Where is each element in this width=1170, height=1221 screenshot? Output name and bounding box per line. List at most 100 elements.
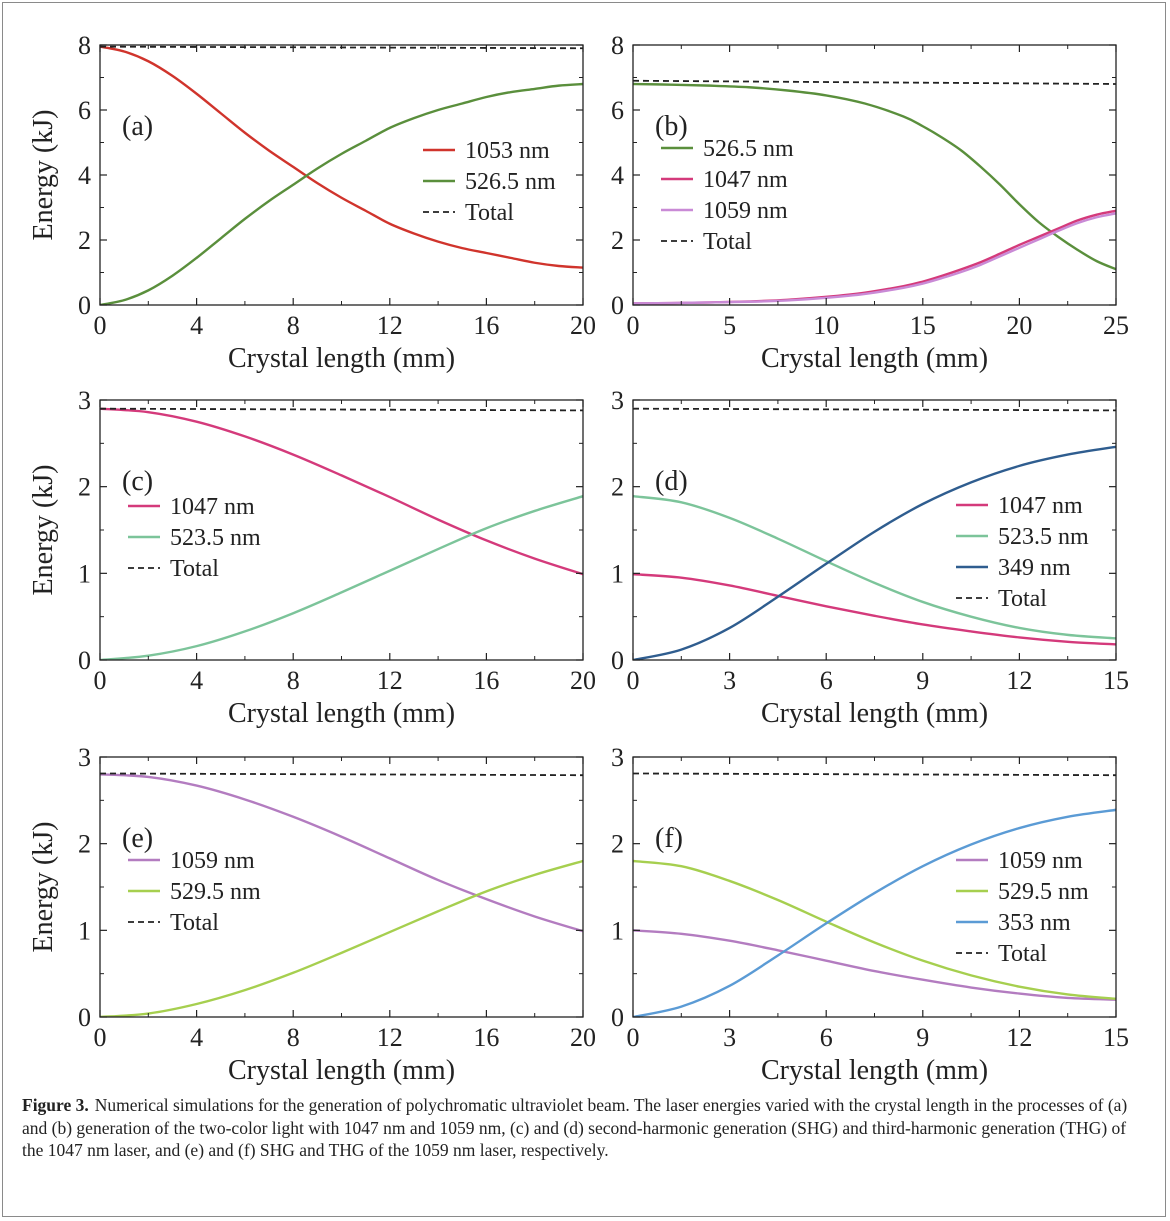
x-tick-label: 9 — [916, 666, 929, 695]
x-tick-label: 25 — [1103, 311, 1129, 340]
legend-label: 1059 nm — [998, 848, 1083, 874]
legend-label: 529.5 nm — [170, 879, 261, 905]
x-tick-label: 3 — [723, 1023, 736, 1052]
x-tick-label: 0 — [627, 311, 640, 340]
y-tick-label: 2 — [611, 473, 624, 502]
legend-label: 1047 nm — [170, 494, 255, 520]
legend-label: Total — [170, 910, 219, 936]
x-tick-label: 0 — [94, 666, 107, 695]
panel-label: (b) — [655, 111, 688, 142]
y-tick-label: 1 — [611, 916, 624, 945]
x-tick-label: 12 — [377, 666, 403, 695]
legend-label: 1047 nm — [703, 167, 788, 193]
x-tick-label: 15 — [1103, 666, 1129, 695]
x-axis-label: Crystal length (mm) — [761, 343, 988, 374]
x-tick-label: 0 — [627, 1023, 640, 1052]
panel-a: 0 4 8 12 16 20 0 2 4 6 8 Crystal length (mm) Energy … — [28, 31, 596, 374]
y-tick-label: 2 — [611, 830, 624, 859]
y-tick-label: 8 — [611, 31, 624, 60]
y-tick-label: 1 — [78, 916, 91, 945]
y-axis-label: Energy (kJ) — [28, 465, 59, 596]
x-tick-label: 4 — [190, 1023, 203, 1052]
legend-label: Total — [703, 229, 752, 255]
y-tick-label: 3 — [611, 743, 624, 772]
y-tick-label: 0 — [611, 291, 624, 320]
legend-label: 349 nm — [998, 555, 1071, 581]
legend-label: Total — [998, 586, 1047, 612]
legend-label: 523.5 nm — [998, 524, 1089, 550]
x-tick-label: 0 — [94, 311, 107, 340]
series-line-353-nm — [633, 808, 1116, 1017]
x-tick-label: 12 — [1006, 666, 1032, 695]
x-tick-label: 0 — [94, 1023, 107, 1052]
y-tick-label: 1 — [611, 559, 624, 588]
x-tick-label: 8 — [287, 666, 300, 695]
x-axis-label: Crystal length (mm) — [228, 698, 455, 729]
y-tick-label: 3 — [611, 386, 624, 415]
y-axis-label: Energy (kJ) — [28, 110, 59, 241]
x-tick-label: 6 — [820, 666, 833, 695]
legend-label: 1047 nm — [998, 493, 1083, 519]
y-tick-label: 2 — [611, 226, 624, 255]
y-tick-label: 0 — [78, 1003, 91, 1032]
y-tick-label: 4 — [611, 161, 624, 190]
x-tick-label: 4 — [190, 311, 203, 340]
legend-label: 526.5 nm — [465, 169, 556, 195]
legend-label: 529.5 nm — [998, 879, 1089, 905]
x-tick-label: 16 — [473, 1023, 499, 1052]
x-tick-label: 15 — [910, 311, 936, 340]
y-axis-label: Energy (kJ) — [28, 822, 59, 953]
series-line-1059-nm — [633, 929, 1116, 1001]
x-tick-label: 20 — [570, 666, 596, 695]
series-line-total — [100, 407, 583, 412]
y-tick-label: 2 — [78, 226, 91, 255]
series-line-523_5-nm — [100, 495, 583, 660]
legend-label: 526.5 nm — [703, 136, 794, 162]
y-tick-label: 3 — [78, 386, 91, 415]
panel-b: 0 5 10 15 20 25 0 2 4 6 8 Crystal length (mm) (b) 526… — [611, 31, 1129, 374]
panel-label: (d) — [655, 466, 688, 497]
y-tick-label: 1 — [78, 559, 91, 588]
x-tick-label: 12 — [1006, 1023, 1032, 1052]
y-tick-label: 0 — [78, 291, 91, 320]
y-tick-label: 0 — [611, 1003, 624, 1032]
x-tick-label: 20 — [570, 1023, 596, 1052]
x-axis-label: Crystal length (mm) — [761, 1055, 988, 1086]
series-line-529_5-nm — [100, 859, 583, 1017]
legend-label: 523.5 nm — [170, 525, 261, 551]
caption-text: Numerical simulations for the generation… — [22, 1095, 1128, 1160]
y-tick-label: 4 — [78, 161, 91, 190]
legend-label: Total — [465, 200, 514, 226]
x-tick-label: 3 — [723, 666, 736, 695]
x-tick-label: 5 — [723, 311, 736, 340]
panel-label: (e) — [122, 823, 153, 854]
caption-label: Figure 3. — [22, 1095, 89, 1115]
y-tick-label: 0 — [78, 646, 91, 675]
y-tick-label: 6 — [78, 96, 91, 125]
legend-label: Total — [998, 941, 1047, 967]
x-tick-label: 12 — [377, 311, 403, 340]
series-line-total — [100, 772, 583, 777]
series-line-1053-nm — [100, 45, 583, 269]
x-tick-label: 0 — [627, 666, 640, 695]
y-tick-label: 2 — [78, 473, 91, 502]
x-tick-label: 15 — [1103, 1023, 1129, 1052]
y-tick-label: 0 — [611, 646, 624, 675]
legend-label: 1059 nm — [703, 198, 788, 224]
series-line-1047-nm — [633, 573, 1116, 646]
x-axis-label: Crystal length (mm) — [228, 343, 455, 374]
y-tick-label: 3 — [78, 743, 91, 772]
x-tick-label: 16 — [473, 666, 499, 695]
series-line-349-nm — [633, 445, 1116, 660]
series-line-526_5-nm — [633, 82, 1116, 271]
x-tick-label: 16 — [473, 311, 499, 340]
y-tick-label: 2 — [78, 830, 91, 859]
series-line-1059-nm — [633, 212, 1116, 305]
panel-label: (f) — [655, 823, 683, 854]
x-tick-label: 20 — [570, 311, 596, 340]
